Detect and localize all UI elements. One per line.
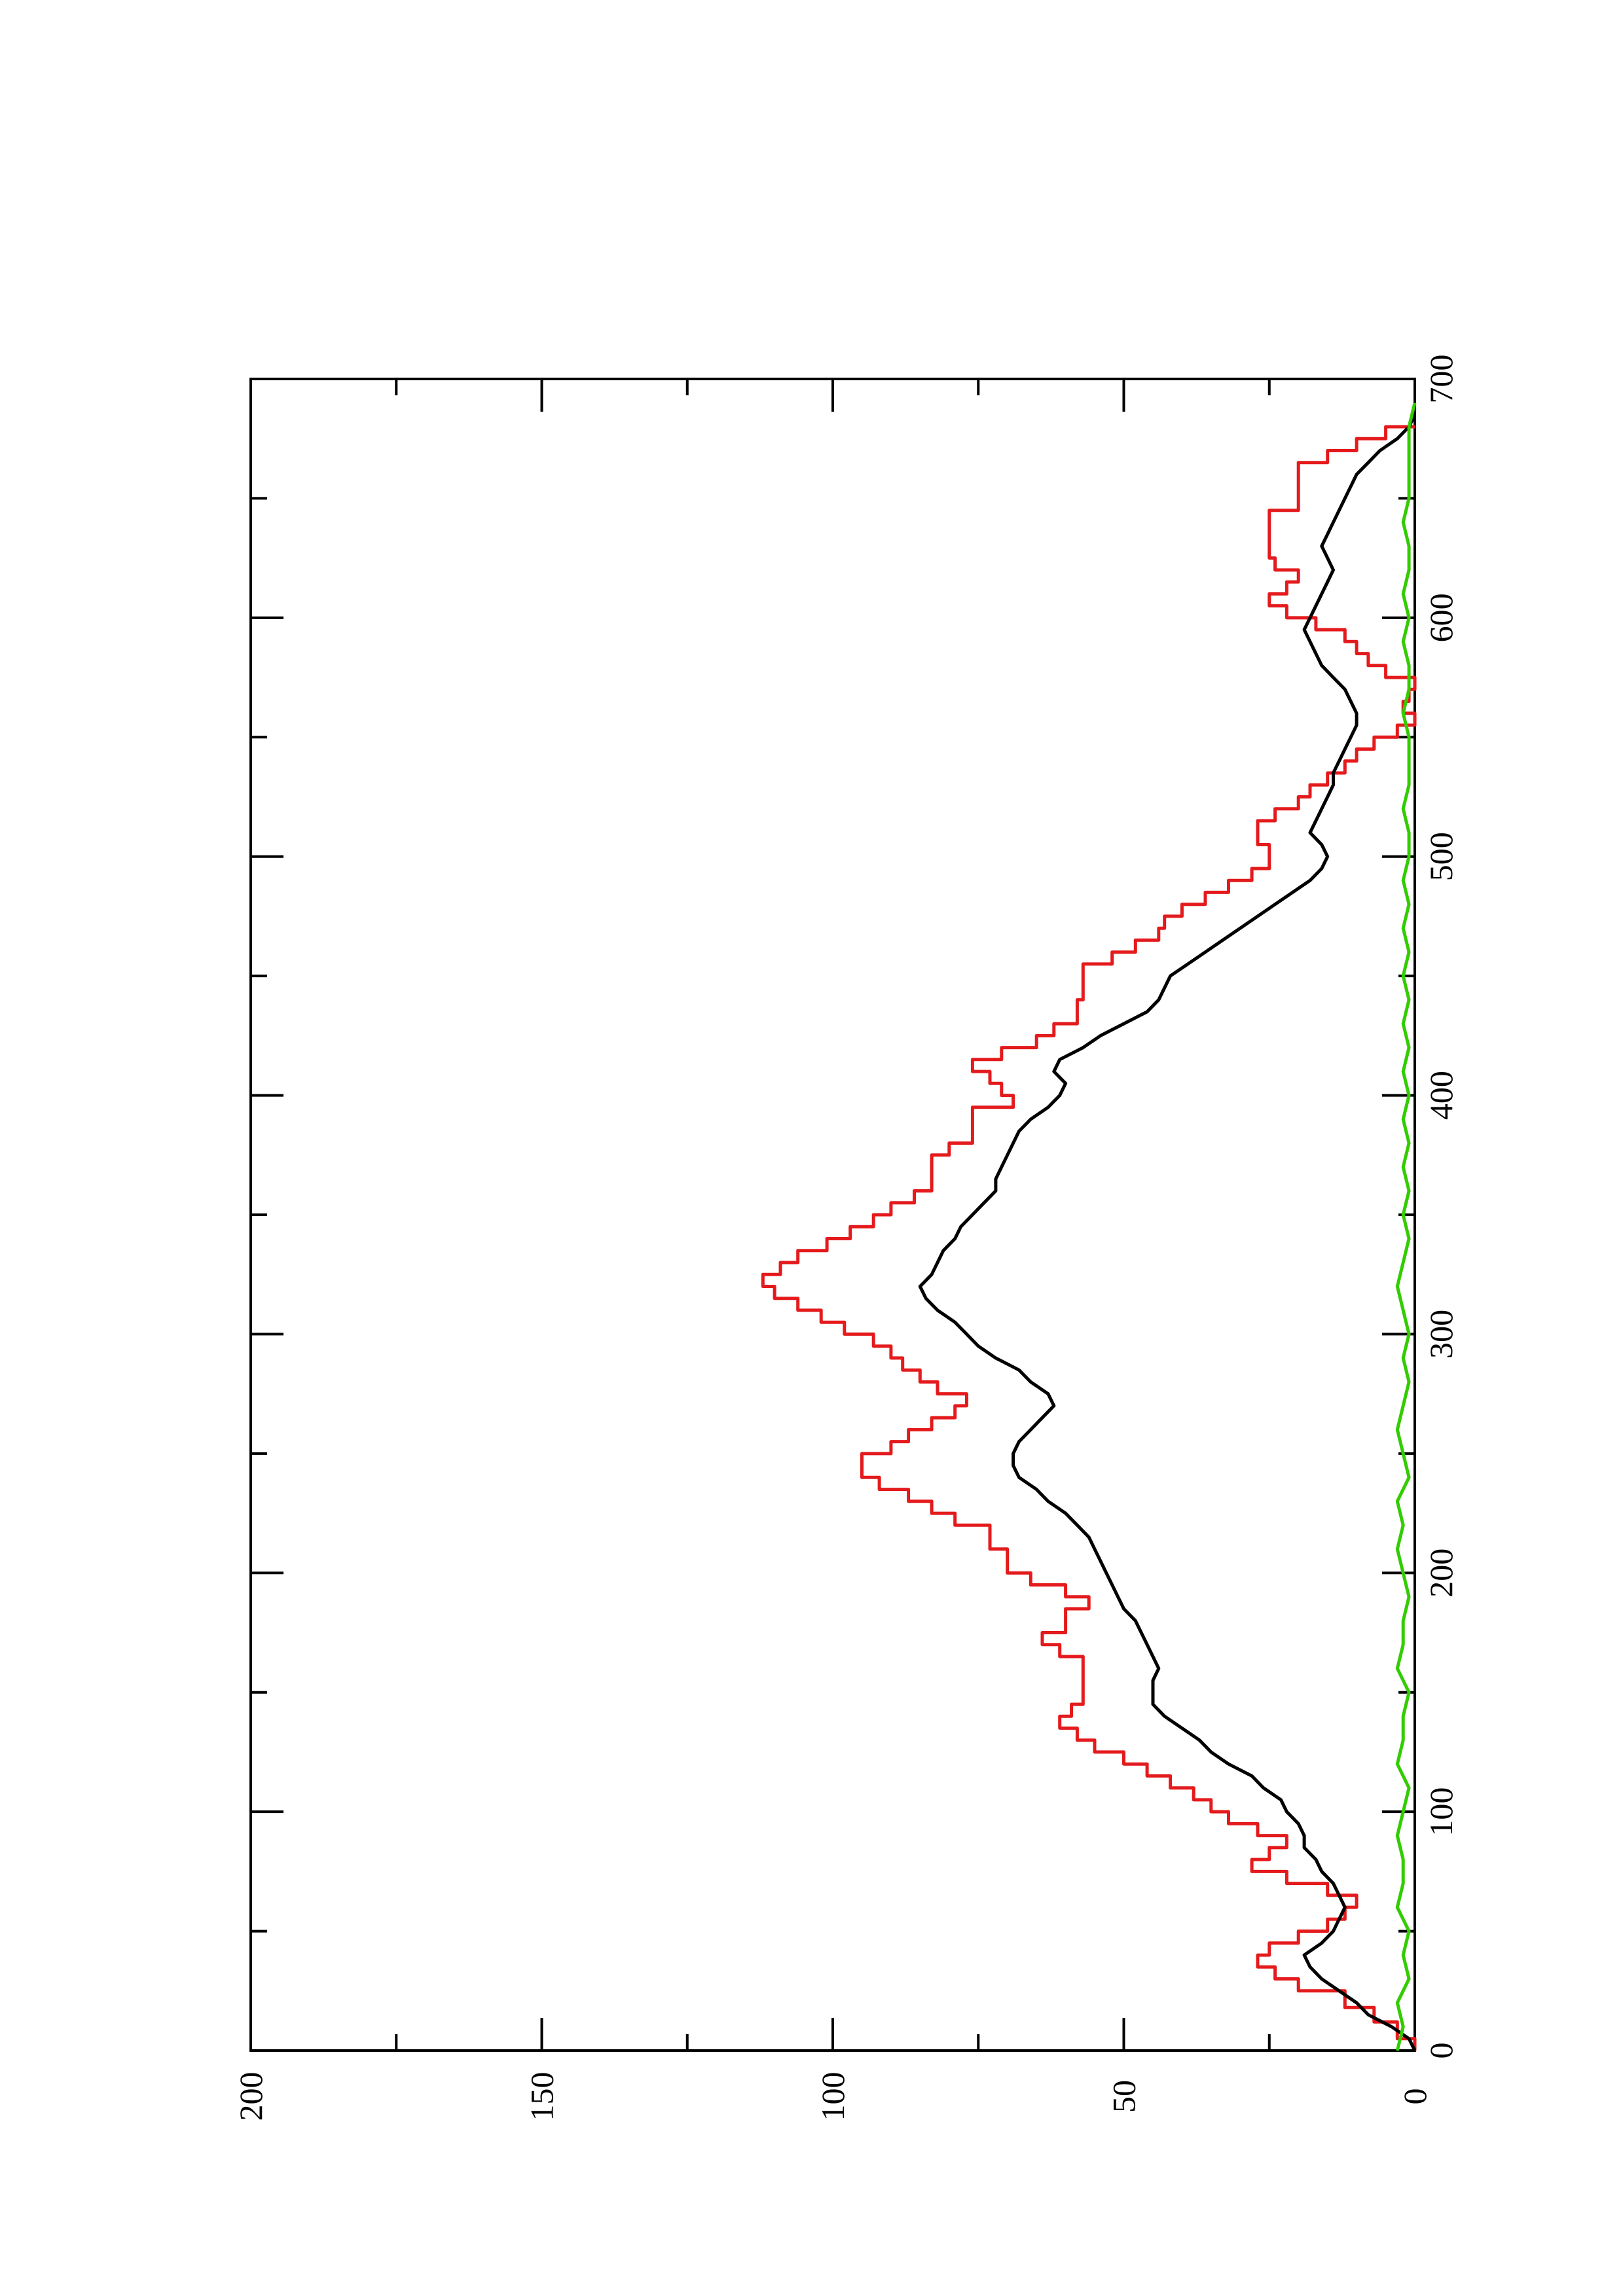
series-line-3 [1395,402,1417,2051]
y-tick-label: 50 [1106,2080,1142,2113]
tick-marks [249,378,1416,2052]
series-lines [761,402,1417,2052]
tick-labels: 0 100 200 300 400 500 600 700 0 50 100 150 200 [232,355,1459,2121]
x-tick-label: 200 [1423,1549,1459,1598]
x-tick-label: 100 [1423,1787,1459,1837]
series-line-2 [918,414,1417,2052]
x-tick-label: 500 [1423,832,1459,881]
x-tick-label: 700 [1423,355,1459,404]
x-tick-label: 0 [1423,2043,1459,2059]
plot-frame-group [249,378,1416,2052]
x-tick-label: 300 [1423,1310,1459,1359]
plot-frame [249,378,1416,2052]
y-tick-label: 200 [232,2072,269,2121]
y-tick-label: 100 [814,2072,851,2121]
y-tick-label: 150 [524,2072,560,2121]
x-tick-label: 600 [1423,593,1459,642]
series-line-1 [761,425,1417,2051]
y-tick-label: 0 [1396,2089,1433,2105]
x-tick-label: 400 [1423,1071,1459,1120]
